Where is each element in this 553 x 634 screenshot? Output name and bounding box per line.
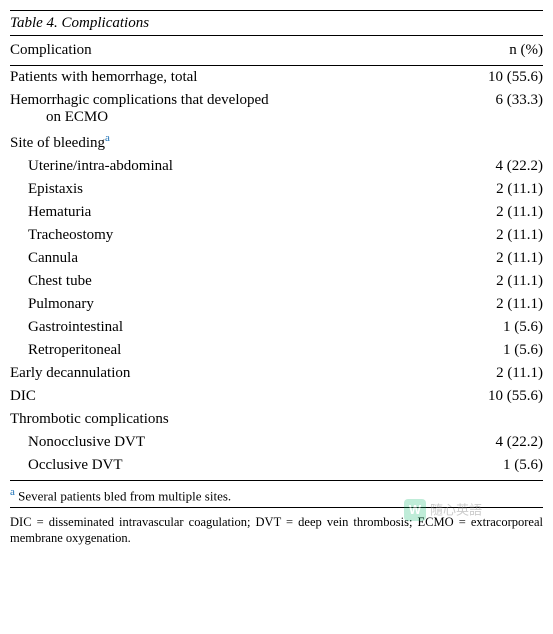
row-value: 2 (11.1) [450, 224, 543, 247]
table-row: Chest tube2 (11.1) [10, 270, 543, 293]
row-value: 10 (55.6) [450, 385, 543, 408]
table-row: Retroperitoneal1 (5.6) [10, 339, 543, 362]
row-value: 2 (11.1) [450, 362, 543, 385]
footnote: a Several patients bled from multiple si… [10, 481, 543, 508]
row-label: Hemorrhagic complications that developed… [10, 89, 450, 129]
row-label: Occlusive DVT [10, 454, 450, 481]
table-row: Occlusive DVT1 (5.6) [10, 454, 543, 481]
row-label: Tracheostomy [10, 224, 450, 247]
row-value: 1 (5.6) [450, 339, 543, 362]
table-row: Hemorrhagic complications that developed… [10, 89, 543, 129]
row-value: 2 (11.1) [450, 270, 543, 293]
footnote-ref: a [105, 132, 110, 144]
table-row: Cannula2 (11.1) [10, 247, 543, 270]
row-label: Thrombotic complications [10, 408, 450, 431]
row-value: 2 (11.1) [450, 293, 543, 316]
row-label: Nonocclusive DVT [10, 431, 450, 454]
table-row: Early decannulation2 (11.1) [10, 362, 543, 385]
table-row: Gastrointestinal1 (5.6) [10, 316, 543, 339]
table-row: DIC10 (55.6) [10, 385, 543, 408]
table-row: Nonocclusive DVT4 (22.2) [10, 431, 543, 454]
table-row: Pulmonary2 (11.1) [10, 293, 543, 316]
row-label: Hematuria [10, 201, 450, 224]
row-label: Pulmonary [10, 293, 450, 316]
row-value: 6 (33.3) [450, 89, 543, 129]
table-row: Thrombotic complications [10, 408, 543, 431]
col1-header: Complication [10, 36, 450, 66]
row-label: Uterine/intra-abdominal [10, 155, 450, 178]
row-label: Site of bleedinga [10, 129, 450, 155]
row-label: Retroperitoneal [10, 339, 450, 362]
table-header-row: Complication n (%) [10, 36, 543, 66]
table-row: Uterine/intra-abdominal4 (22.2) [10, 155, 543, 178]
footnote-text: Several patients bled from multiple site… [18, 488, 231, 503]
row-value: 2 (11.1) [450, 247, 543, 270]
row-label: DIC [10, 385, 450, 408]
row-label: Chest tube [10, 270, 450, 293]
row-value [450, 408, 543, 431]
row-label: Epistaxis [10, 178, 450, 201]
complications-table: Table 4. Complications Complication n (%… [10, 10, 543, 481]
row-label: Patients with hemorrhage, total [10, 66, 450, 90]
row-value: 1 (5.6) [450, 316, 543, 339]
footnote-marker: a [10, 486, 15, 498]
row-label: Early decannulation [10, 362, 450, 385]
table-row: Site of bleedinga [10, 129, 543, 155]
row-label: Cannula [10, 247, 450, 270]
table-row: Patients with hemorrhage, total10 (55.6) [10, 66, 543, 90]
col2-header: n (%) [450, 36, 543, 66]
row-value: 2 (11.1) [450, 201, 543, 224]
row-value: 10 (55.6) [450, 66, 543, 90]
row-value: 4 (22.2) [450, 431, 543, 454]
row-value: 1 (5.6) [450, 454, 543, 481]
abbreviations: DIC = disseminated intravascular coagula… [10, 508, 543, 547]
table-row: Epistaxis2 (11.1) [10, 178, 543, 201]
table-row: Tracheostomy2 (11.1) [10, 224, 543, 247]
row-value: 2 (11.1) [450, 178, 543, 201]
row-value: 4 (22.2) [450, 155, 543, 178]
table-title-row: Table 4. Complications [10, 11, 543, 36]
table-title: Table 4. Complications [10, 11, 543, 36]
row-value [450, 129, 543, 155]
row-label: Gastrointestinal [10, 316, 450, 339]
table-row: Hematuria2 (11.1) [10, 201, 543, 224]
